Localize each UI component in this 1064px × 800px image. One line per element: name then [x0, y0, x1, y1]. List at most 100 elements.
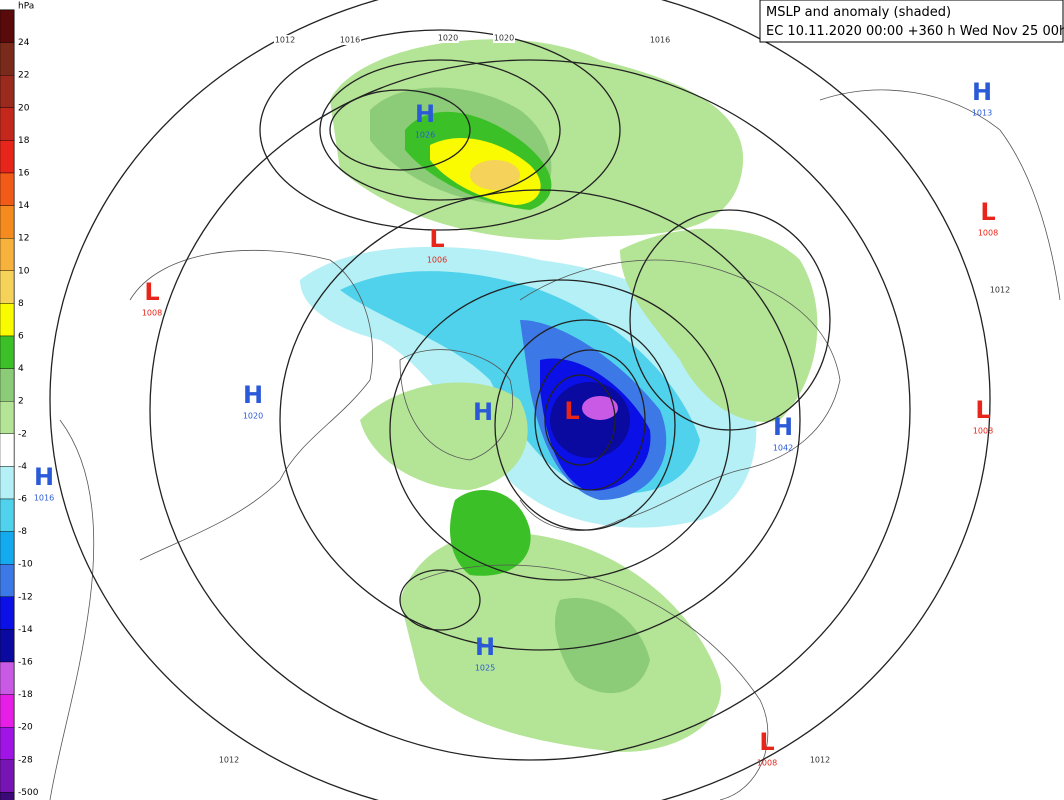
colorbar-band	[0, 596, 15, 630]
pressure-high: H	[415, 100, 435, 128]
colorbar-band	[0, 270, 15, 304]
colorbar-band	[0, 303, 15, 337]
isobar-label-bg	[274, 35, 296, 45]
colorbar-label: -8	[18, 527, 27, 537]
isobars	[49, 0, 991, 800]
colorbar-label: -12	[18, 592, 33, 602]
subtitle: EC 10.11.2020 00:00 +360 h Wed Nov 25 00…	[766, 24, 1064, 39]
colorbar-label: 10	[18, 266, 30, 276]
colorbar-label: 8	[18, 299, 24, 309]
colorbar-band	[0, 564, 15, 598]
coastlines	[49, 89, 1061, 800]
pressure-value: 1026	[415, 131, 435, 140]
colorbar-label: 16	[18, 169, 30, 179]
pressure-high: H	[773, 413, 793, 441]
colorbar-band	[0, 335, 15, 369]
colorbar-band	[0, 140, 15, 174]
colorbar-label: 24	[18, 38, 30, 48]
colorbar-label: -10	[18, 560, 33, 570]
colorbar-band	[0, 466, 15, 500]
colorbar-label: -16	[18, 658, 33, 668]
colorbar-label: -20	[18, 723, 33, 733]
isobar-label: 1020	[438, 34, 458, 43]
isobar-label: 1020	[494, 34, 514, 43]
pressure-low: L	[975, 396, 990, 424]
colorbar-band	[0, 74, 15, 108]
pressure-value: 1042	[773, 444, 793, 453]
pressure-value: 1008	[757, 759, 777, 768]
colorbar-band	[0, 792, 15, 800]
colorbar-label: -4	[18, 462, 27, 472]
pressure-value: 1006	[427, 256, 447, 265]
pressure-low: L	[759, 728, 774, 756]
colorbar-label: 14	[18, 201, 30, 211]
colorbar-band	[0, 401, 15, 435]
pressure-low: L	[144, 278, 159, 306]
isobar-label: 1012	[219, 756, 239, 765]
title-box	[759, 0, 1064, 43]
isobar-label-bg	[649, 35, 671, 45]
colorbar-label: -14	[18, 625, 33, 635]
pressure-high: H	[475, 633, 495, 661]
colorbar-label: 2	[18, 397, 24, 407]
labels: 1012 1016 1020 1020 1016 1012 1012 1012 H 1026 L 10…	[34, 33, 1011, 768]
pressure-value: 1008	[973, 427, 993, 436]
isobar-label: 1016	[340, 36, 360, 45]
colorbar: hPa 24 22 20 18 16 14 12 10 8 6 4 2 -2 -4 -6 -8 -10 -12 -1…	[0, 2, 39, 800]
pressure-value: 1020	[243, 412, 263, 421]
colorbar-band	[0, 531, 15, 565]
colorbar-band	[0, 629, 15, 663]
title: MSLP and anomaly (shaded)	[766, 5, 951, 20]
pressure-value: 1025	[475, 664, 495, 673]
isobar-label-bg	[437, 33, 459, 43]
colorbar-band	[0, 42, 15, 76]
pressure-value: 1016	[34, 494, 54, 503]
pressure-value: 1008	[142, 309, 162, 318]
isobar-label: 1012	[990, 286, 1010, 295]
colorbar-label: -28	[18, 755, 33, 765]
pressure-low: L	[980, 198, 995, 226]
pressure-high: H	[243, 381, 263, 409]
anomaly-shading	[300, 39, 818, 752]
colorbar-label: -2	[18, 429, 27, 439]
isobar-label-bg	[218, 755, 240, 765]
isobar-label-bg	[989, 285, 1011, 295]
pressure-low: L	[429, 225, 444, 253]
colorbar-unit: hPa	[18, 2, 34, 12]
isobar-label-bg	[809, 755, 831, 765]
colorbar-band	[0, 433, 15, 467]
isobar-label: 1012	[275, 36, 295, 45]
colorbar-band	[0, 172, 15, 206]
colorbar-band	[0, 107, 15, 141]
isobar-label-bg	[339, 35, 361, 45]
colorbar-band	[0, 727, 15, 761]
pressure-value: 1008	[978, 229, 998, 238]
colorbar-label: 4	[18, 364, 24, 374]
pressure-value: 1013	[972, 109, 992, 118]
colorbar-label: -6	[18, 495, 27, 505]
colorbar-band	[0, 661, 15, 695]
colorbar-label: 6	[18, 332, 24, 342]
colorbar-band	[0, 498, 15, 532]
colorbar-label: -500	[18, 788, 39, 798]
colorbar-label: 22	[18, 71, 29, 81]
colorbar-band	[0, 759, 15, 793]
pressure-high: H	[34, 463, 54, 491]
pressure-high: H	[972, 78, 992, 106]
isobar-label-bg	[493, 33, 515, 43]
colorbar-label: 20	[18, 103, 30, 113]
colorbar-band	[0, 237, 15, 271]
colorbar-label: 18	[18, 136, 30, 146]
colorbar-band	[0, 9, 15, 43]
isobar-label: 1012	[810, 756, 830, 765]
colorbar-band	[0, 205, 15, 239]
pressure-high: H	[473, 398, 493, 426]
pressure-low: L	[564, 397, 579, 425]
colorbar-band	[0, 694, 15, 728]
colorbar-label: -18	[18, 690, 33, 700]
colorbar-band	[0, 368, 15, 402]
isobar-label: 1016	[650, 36, 670, 45]
colorbar-label: 12	[18, 234, 29, 244]
